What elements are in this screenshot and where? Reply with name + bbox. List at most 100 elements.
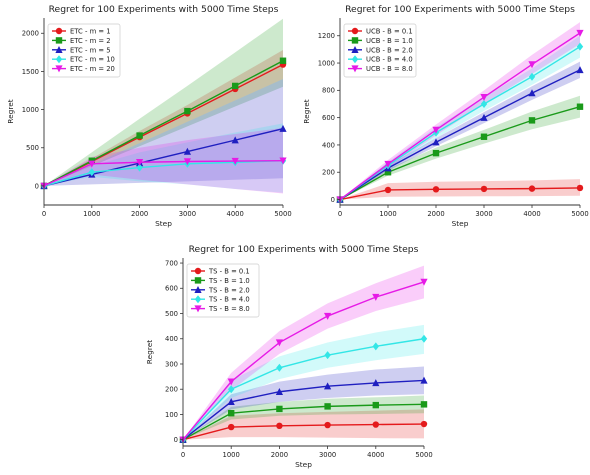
data-point	[576, 184, 584, 192]
series-line	[43, 60, 284, 187]
x-tick-label: 1000	[379, 210, 396, 218]
x-axis-label: Step	[155, 219, 172, 228]
legend-item: TS - B = 4.0	[191, 295, 250, 304]
x-tick-label: 3000	[475, 210, 492, 218]
legend-label: UCB - B = 8.0	[366, 65, 413, 73]
data-point	[136, 132, 143, 139]
series-line	[182, 423, 425, 441]
data-point	[528, 89, 536, 97]
legend-label: ETC - m = 20	[70, 65, 115, 73]
data-point	[279, 157, 287, 165]
legend-marker	[55, 65, 63, 73]
series-line	[182, 379, 425, 441]
y-tick-label: 200	[322, 169, 335, 177]
data-point	[384, 160, 392, 168]
x-axis-label: Step	[295, 460, 312, 469]
confidence-bands	[183, 265, 424, 440]
band-2	[183, 395, 424, 440]
data-point	[279, 124, 287, 132]
series-line	[339, 69, 581, 201]
legend-label: UCB - B = 4.0	[366, 56, 413, 64]
y-tick-label: 0	[174, 436, 178, 444]
legend-item: UCB - B = 0.1	[348, 28, 413, 36]
data-point	[480, 93, 488, 101]
data-point	[324, 421, 331, 429]
data-point	[88, 160, 96, 168]
series-line	[182, 338, 425, 441]
data-point	[88, 168, 95, 177]
legend-item: ETC - m = 10	[52, 55, 115, 64]
data-point	[480, 133, 488, 140]
x-tick-label: 2000	[271, 451, 288, 459]
y-tick-label: 700	[165, 259, 178, 267]
legend-box	[186, 263, 260, 318]
legend-item: TS - B = 1.0	[191, 277, 250, 285]
x-tick-label: 5000	[274, 210, 291, 218]
data-point	[276, 363, 283, 372]
series-line	[182, 403, 425, 441]
series-1	[336, 184, 584, 203]
data-point	[372, 401, 379, 409]
data-point	[184, 107, 191, 115]
series-line	[339, 106, 581, 201]
y-tick-label: 600	[322, 114, 335, 122]
chart-panel-3: Regret for 100 Experiments with 5000 Tim…	[145, 244, 433, 469]
x-tick-label: 4000	[367, 451, 384, 459]
data-point	[372, 421, 379, 428]
legend-label: ETC - m = 5	[70, 46, 111, 54]
x-tick-label: 2000	[427, 210, 444, 218]
legend-marker	[55, 46, 63, 53]
legend-item: ETC - m = 2	[52, 37, 111, 45]
data-point	[231, 157, 239, 165]
series-line	[339, 187, 581, 201]
band-5	[183, 265, 424, 440]
data-point	[276, 405, 283, 413]
y-tick-label: 1200	[318, 32, 335, 40]
y-tick-label: 500	[26, 144, 39, 152]
data-point	[136, 163, 143, 172]
x-tick-label: 2000	[131, 210, 148, 218]
data-point	[275, 387, 283, 395]
legend-label: TS - B = 0.1	[208, 268, 250, 276]
x-tick-label: 3000	[319, 451, 336, 459]
y-axis-label: Regret	[145, 340, 154, 364]
legend-marker	[55, 55, 63, 64]
legend-label: TS - B = 1.0	[208, 277, 250, 285]
series-line	[43, 127, 284, 187]
legend-label: TS - B = 8.0	[208, 305, 250, 313]
legend-label: TS - B = 2.0	[208, 286, 250, 294]
band-4	[44, 123, 283, 193]
chart-title: Regret for 100 Experiments with 5000 Tim…	[345, 4, 575, 15]
y-tick-label: 400	[322, 141, 335, 149]
confidence-bands	[44, 18, 283, 194]
data-point	[420, 278, 428, 286]
legend-item: TS - B = 8.0	[191, 305, 250, 313]
legend-box	[343, 23, 417, 78]
data-point	[576, 103, 584, 110]
legend-marker	[194, 267, 202, 275]
data-point	[228, 423, 235, 431]
y-tick-label: 1000	[318, 59, 335, 67]
data-point	[528, 117, 536, 124]
x-tick-label: 0	[338, 210, 342, 218]
legend-marker	[55, 27, 63, 35]
series-line	[43, 160, 284, 187]
data-point	[324, 382, 332, 390]
legend-item: ETC - m = 5	[52, 46, 111, 54]
data-point	[420, 401, 428, 408]
data-point	[372, 293, 380, 301]
series-line	[339, 46, 581, 201]
data-point	[384, 186, 392, 194]
x-tick-label: 4000	[227, 210, 244, 218]
data-point	[228, 385, 235, 394]
data-point	[227, 398, 235, 406]
series-line	[182, 281, 425, 441]
band-1	[44, 50, 283, 186]
data-point	[275, 339, 283, 347]
legend-marker	[194, 295, 202, 304]
legend-marker	[351, 65, 359, 73]
data-point	[420, 420, 428, 428]
series-5	[179, 278, 428, 444]
band-1	[183, 409, 424, 440]
